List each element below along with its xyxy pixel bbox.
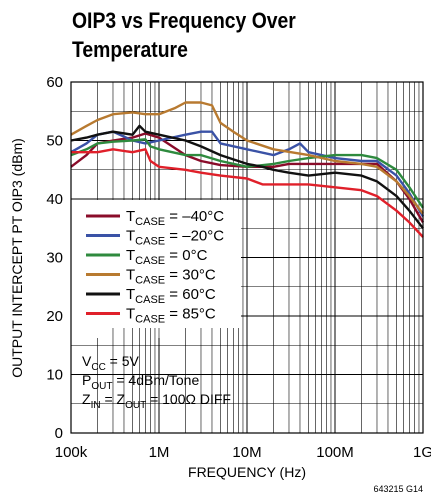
y-tick-label-2: 20 [46,308,63,325]
series-lines [70,101,425,238]
legend-entry-3: TCASE = 30°C [126,267,216,287]
condition-line-1: POUT = 4dBm/Tone [82,372,199,392]
legend-entry-5: TCASE = 85°C [126,306,216,326]
chart-title-line-2: Temperature [72,37,188,62]
x-tick-label-3: 100M [316,444,354,461]
y-tick-label-6: 60 [46,74,63,91]
legend-entry-4: TCASE = 60°C [126,286,216,306]
series-line-4 [70,124,424,230]
x-tick-label-4: 1G [413,444,431,461]
legend-entry-0: TCASE = –40°C [126,208,224,228]
condition-line-2: ZIN = ZOUT = 100Ω DIFF [82,391,231,411]
y-tick-label-0: 0 [55,425,63,442]
y-tick-label-1: 10 [46,367,63,384]
series-line-2 [70,138,424,209]
x-axis-label: FREQUENCY (Hz) [188,464,306,480]
y-tick-label-3: 30 [46,250,63,267]
series-line-1 [70,130,425,218]
figure-id: 643215 G14 [373,484,423,494]
x-tick-label-2: 10M [232,444,261,461]
y-tick-label-5: 50 [46,133,63,150]
y-axis-label: OUTPUT INTERCEPT PT OIP3 (dBm) [9,138,25,378]
legend-entry-2: TCASE = 0°C [126,247,208,267]
x-tick-label-0: 100k [55,444,88,461]
legend-entry-1: TCASE = –20°C [126,228,224,248]
series-line-5 [71,148,424,238]
chart-title: OIP3 vs Frequency Over Temperature [72,6,380,64]
legend-grid-stubs [112,328,239,338]
plot-frame [70,81,424,434]
condition-line-0: VCC = 5V [82,353,140,373]
y-tick-label-4: 40 [46,191,63,208]
x-tick-label-1: 1M [149,444,170,461]
tick-labels: 100k 1M 10M 100M 1G 0 10 20 30 40 50 60 [46,74,431,461]
series-line-0 [70,132,425,224]
chart-title-line-1: OIP3 vs Frequency Over [72,8,296,33]
series-line-3 [70,101,424,215]
